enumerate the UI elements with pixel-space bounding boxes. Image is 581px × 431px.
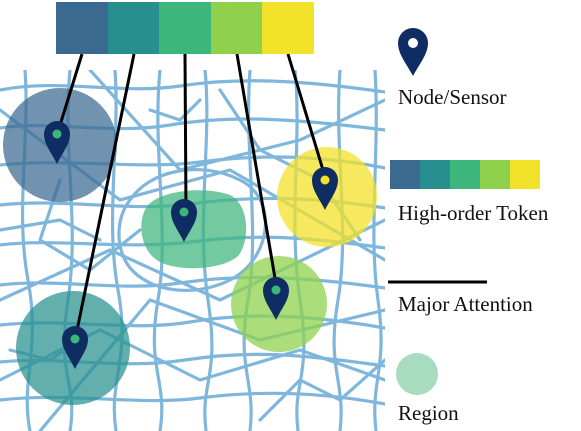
token-cell-2 — [108, 2, 159, 54]
map-pin-icon — [312, 167, 338, 210]
region-circle-icon — [396, 353, 438, 395]
map-pin-icon — [62, 326, 88, 369]
attention-line-4 — [235, 53, 279, 291]
map-pins — [44, 121, 338, 369]
legend-node-label: Node/Sensor — [398, 85, 507, 109]
token-cell-1 — [56, 2, 108, 54]
map-pin-icon — [263, 277, 289, 320]
legend-attention-label: Major Attention — [398, 292, 533, 316]
top-token-bar — [56, 2, 314, 54]
region-green-center — [141, 190, 247, 269]
legend-token-label: High-order Token — [398, 201, 549, 225]
token-cell-5 — [262, 2, 314, 54]
map-pin-icon — [171, 199, 197, 242]
attention-line-3 — [183, 53, 188, 213]
legend — [388, 28, 540, 395]
token-cell-3 — [159, 2, 211, 54]
attention-line-5 — [286, 53, 328, 181]
legend-token-swatch — [390, 160, 540, 189]
legend-pin-icon — [398, 28, 428, 76]
map-pin-icon — [44, 121, 70, 164]
attention-lines — [55, 53, 328, 341]
attention-line-2 — [73, 53, 136, 341]
legend-region-label: Region — [398, 401, 459, 425]
attention-line-1 — [55, 53, 84, 136]
token-cell-4 — [211, 2, 262, 54]
